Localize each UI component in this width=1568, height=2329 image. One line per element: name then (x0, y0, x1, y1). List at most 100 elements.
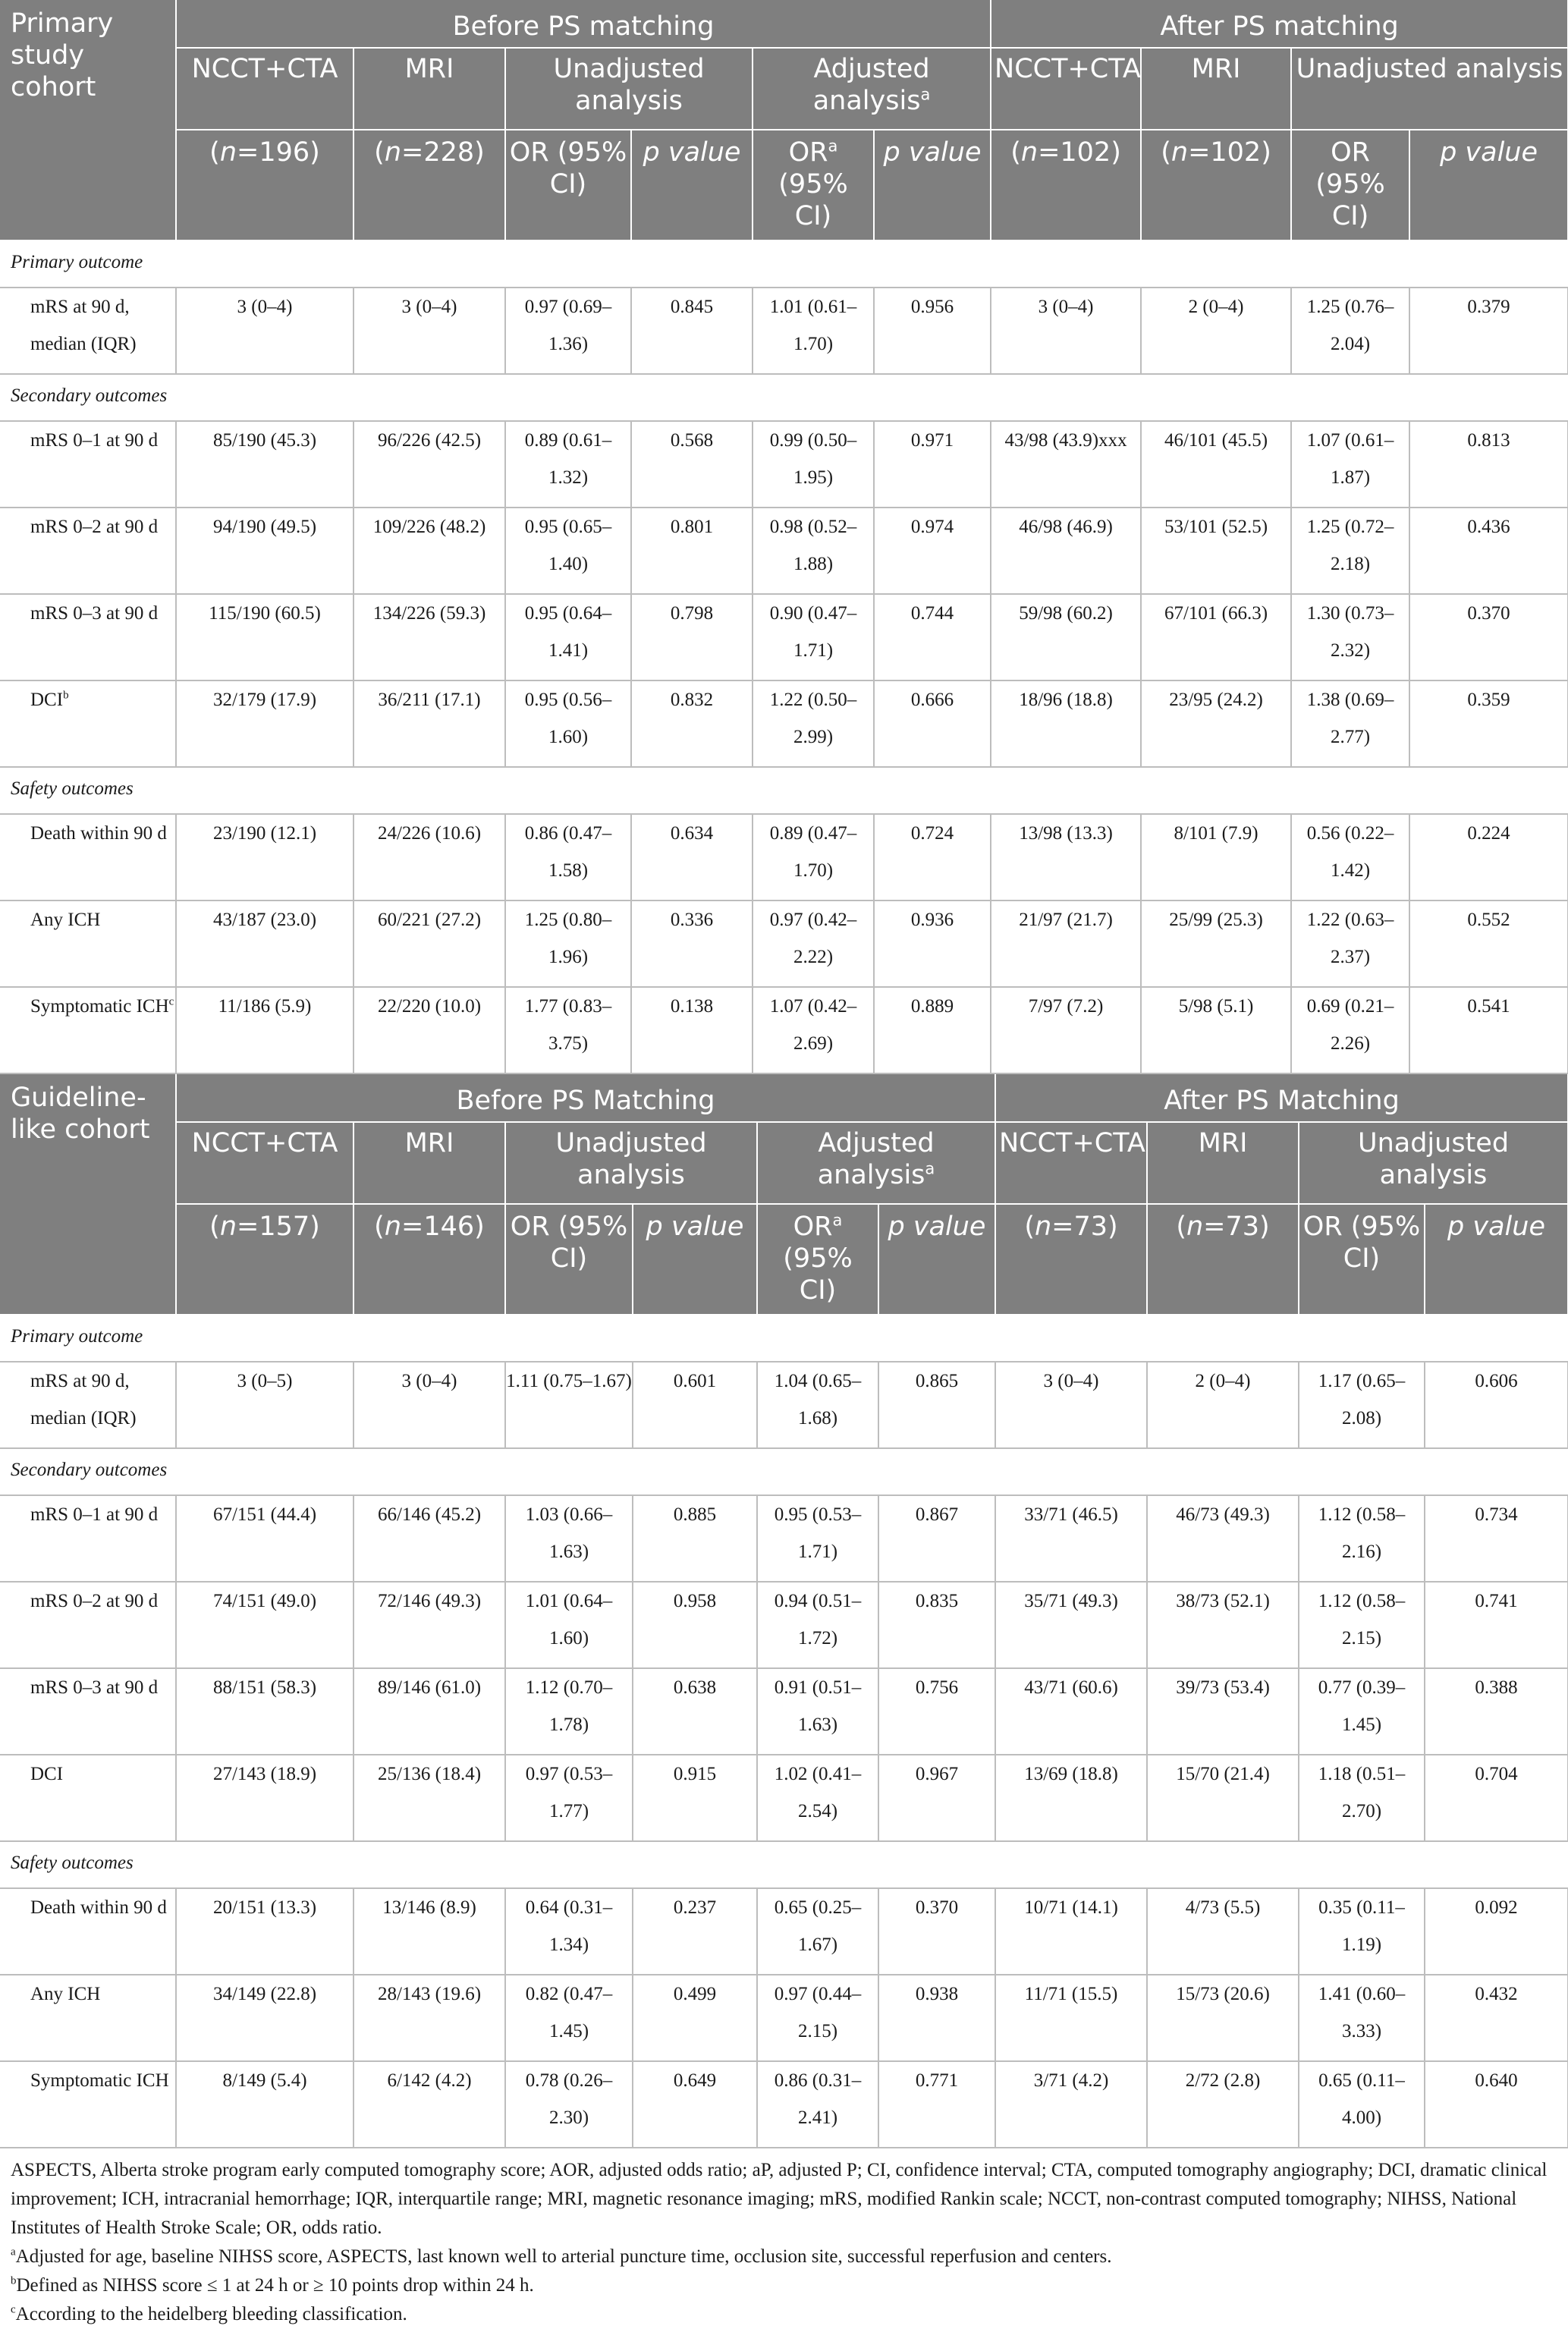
row-label: Symptomatic ICHc (0, 987, 177, 1074)
cell-value: 11/71 (15.5) (995, 1975, 1148, 2062)
footnote-mark: c (168, 995, 174, 1008)
cell-value: 0.915 (633, 1755, 758, 1842)
col-adjusted-label: Adjusted analysis (817, 1128, 935, 1190)
n-before-mri: (n=228) (354, 130, 506, 241)
cell-value: 23/190 (12.1) (176, 814, 354, 901)
cell-value: 0.499 (633, 1975, 758, 2062)
row-label: DCI (0, 1755, 177, 1842)
cell-value: 0.95 (0.53–1.71) (757, 1495, 879, 1583)
cell-value: 18/96 (18.8) (991, 680, 1142, 768)
cell-value: 0.89 (0.47–1.70) (753, 814, 875, 901)
table-row: mRS at 90 d, median (IQR) 3 (0–4) 3 (0–4) 0… (0, 288, 1568, 375)
guideline-cohort-table: Guideline-like cohort Before PS Matching A… (0, 1074, 1568, 2148)
cell-value: 0.97 (0.53–1.77) (505, 1755, 633, 1842)
cell-value: 0.734 (1425, 1495, 1568, 1583)
p-label: p value (1440, 137, 1538, 168)
n-label: n (219, 137, 237, 168)
cell-value: 0.35 (0.11–1.19) (1299, 1888, 1425, 1975)
cell-value: 0.336 (631, 900, 753, 988)
cell-value: 24/226 (10.6) (354, 814, 506, 901)
or-adjusted-ci: (95% CI) (783, 1243, 853, 1306)
cell-value: 0.092 (1425, 1888, 1568, 1975)
table-row: mRS 0–1 at 90 d 67/151 (44.4) 66/146 (45.2… (0, 1495, 1568, 1583)
cell-value: 0.138 (631, 987, 753, 1074)
row-label: Death within 90 d (0, 1888, 177, 1975)
row-label: mRS 0–3 at 90 d (0, 1668, 177, 1755)
p-after-header: p value (1409, 130, 1568, 241)
cell-value: 0.845 (631, 288, 753, 375)
footnote-mark-a: a (828, 137, 838, 156)
section-row: Safety outcomes (0, 1841, 1568, 1889)
or-unadjusted-header: OR (95% CI) (505, 130, 632, 241)
cell-value: 1.30 (0.73–2.32) (1291, 594, 1411, 681)
cell-value: 0.436 (1409, 508, 1568, 595)
cell-value: 0.97 (0.69–1.36) (505, 288, 632, 375)
cell-value: 0.704 (1425, 1755, 1568, 1842)
cell-value: 59/98 (60.2) (991, 594, 1142, 681)
cohort-table: Primary study cohort Before PS matching Af… (0, 0, 1568, 1074)
col-unadjusted-after: Unadjusted analysis (1291, 48, 1568, 130)
cell-value: 1.41 (0.60–3.33) (1299, 1975, 1425, 2062)
table-row: mRS 0–2 at 90 d 74/151 (49.0) 72/146 (49.3… (0, 1582, 1568, 1669)
cell-value: 0.65 (0.25–1.67) (757, 1888, 879, 1975)
cell-value: 8/149 (5.4) (176, 2061, 354, 2148)
table-row: Death within 90 d 23/190 (12.1) 24/226 (10… (0, 814, 1568, 901)
cell-value: 1.01 (0.61–1.70) (753, 288, 875, 375)
section-title: Secondary outcomes (0, 374, 1568, 422)
cell-value: 2 (0–4) (1141, 288, 1293, 375)
n-before-ncct: (n=157) (176, 1204, 354, 1315)
group-before-ps: Before PS Matching (176, 1074, 996, 1123)
cell-value: 6/142 (4.2) (354, 2061, 506, 2148)
group-before-ps: Before PS matching (176, 0, 992, 49)
cell-value: 88/151 (58.3) (176, 1668, 354, 1755)
cell-value: 0.97 (0.44–2.15) (757, 1975, 879, 2062)
primary-cohort-table: Primary study cohort Before PS matching Af… (0, 0, 1568, 1074)
p-label: p value (888, 1212, 986, 1242)
or-adjusted-header: ORa (95% CI) (757, 1204, 879, 1315)
cell-value: 46/73 (49.3) (1147, 1495, 1299, 1583)
cell-value: 89/146 (61.0) (354, 1668, 506, 1755)
n-label: n (384, 1212, 402, 1242)
p-label: p value (643, 137, 741, 168)
cell-value: 0.359 (1409, 680, 1568, 768)
cell-value: 13/146 (8.9) (354, 1888, 506, 1975)
cell-value: 0.867 (878, 1495, 996, 1583)
table-row: mRS 0–3 at 90 d 115/190 (60.5) 134/226 (59… (0, 594, 1568, 681)
col-adjusted: Adjusted analysisa (757, 1122, 996, 1205)
or-adjusted-header: ORa (95% CI) (753, 130, 875, 241)
cell-value: 1.25 (0.76–2.04) (1291, 288, 1411, 375)
cell-value: 1.25 (0.80–1.96) (505, 900, 632, 988)
cell-value: 1.77 (0.83–3.75) (505, 987, 632, 1074)
table-row: Any ICH 34/149 (22.8) 28/143 (19.6) 0.82 (0… (0, 1975, 1568, 2062)
cell-value: 33/71 (46.5) (995, 1495, 1148, 1583)
cell-value: 60/221 (27.2) (354, 900, 506, 988)
cell-value: 0.936 (874, 900, 992, 988)
footnote-mark-a: a (832, 1211, 843, 1230)
p-label: p value (646, 1212, 744, 1242)
cell-value: 109/226 (48.2) (354, 508, 506, 595)
section-title: Secondary outcomes (0, 1448, 1568, 1496)
cell-value: 0.86 (0.47–1.58) (505, 814, 632, 901)
cell-value: 0.379 (1409, 288, 1568, 375)
col-unadjusted: Unadjusted analysis (505, 48, 753, 130)
cell-value: 0.649 (633, 2061, 758, 2148)
section-title: Safety outcomes (0, 767, 1568, 815)
section-title: Safety outcomes (0, 1841, 1568, 1889)
footnote-c: cAccording to the heidelberg bleeding cl… (11, 2303, 407, 2324)
cell-value: 1.11 (0.75–1.67) (505, 1362, 633, 1449)
footnote-abbreviations: ASPECTS, Alberta stroke program early co… (11, 2160, 1548, 2238)
cell-value: 0.832 (631, 680, 753, 768)
cell-value: 13/98 (13.3) (991, 814, 1142, 901)
cell-value: 1.04 (0.65–1.68) (757, 1362, 879, 1449)
p-unadjusted-header: p value (631, 130, 753, 241)
section-row: Secondary outcomes (0, 374, 1568, 422)
p-unadjusted-header: p value (633, 1204, 758, 1315)
cell-value: 0.967 (878, 1755, 996, 1842)
footnote-mark-a: a (920, 85, 931, 104)
cell-value: 1.25 (0.72–2.18) (1291, 508, 1411, 595)
cell-value: 0.938 (878, 1975, 996, 2062)
cell-value: 15/73 (20.6) (1147, 1975, 1299, 2062)
footnote-a: aAdjusted for age, baseline NIHSS score,… (11, 2246, 1112, 2267)
n-label: n (1034, 1212, 1052, 1242)
row-label: mRS 0–2 at 90 d (0, 1582, 177, 1669)
